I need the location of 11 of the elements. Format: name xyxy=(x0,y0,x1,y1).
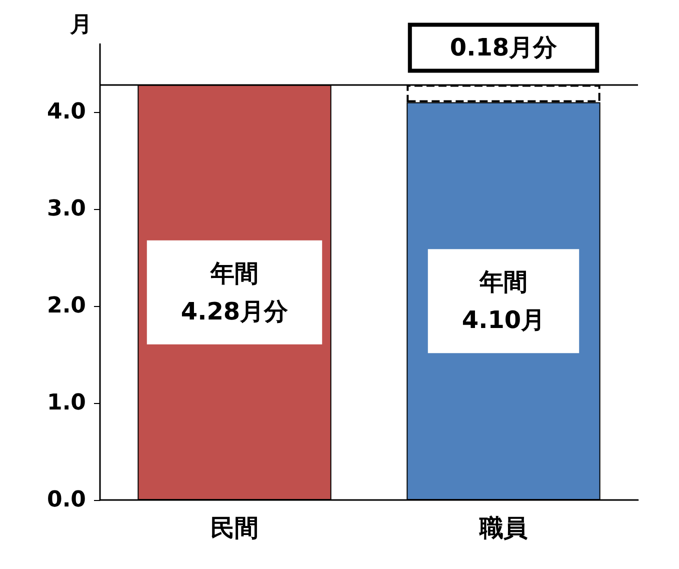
y-tick-label: 2.0 xyxy=(47,293,86,318)
y-tick-label: 0.0 xyxy=(47,488,86,512)
y-tick-label: 3.0 xyxy=(47,196,86,222)
data-label: 0.18月分 xyxy=(450,34,558,62)
data-label: 年間 4.10月 xyxy=(462,268,546,334)
y-tick-label: 1.0 xyxy=(47,390,86,416)
data-label: 年間 4.28月分 xyxy=(180,259,290,326)
x-tick-label: 民間 xyxy=(210,514,258,542)
x-tick-label: 職員 xyxy=(478,514,528,542)
y-tick-label: 4.0 xyxy=(47,99,86,124)
y-axis-title: 月 xyxy=(69,12,92,38)
